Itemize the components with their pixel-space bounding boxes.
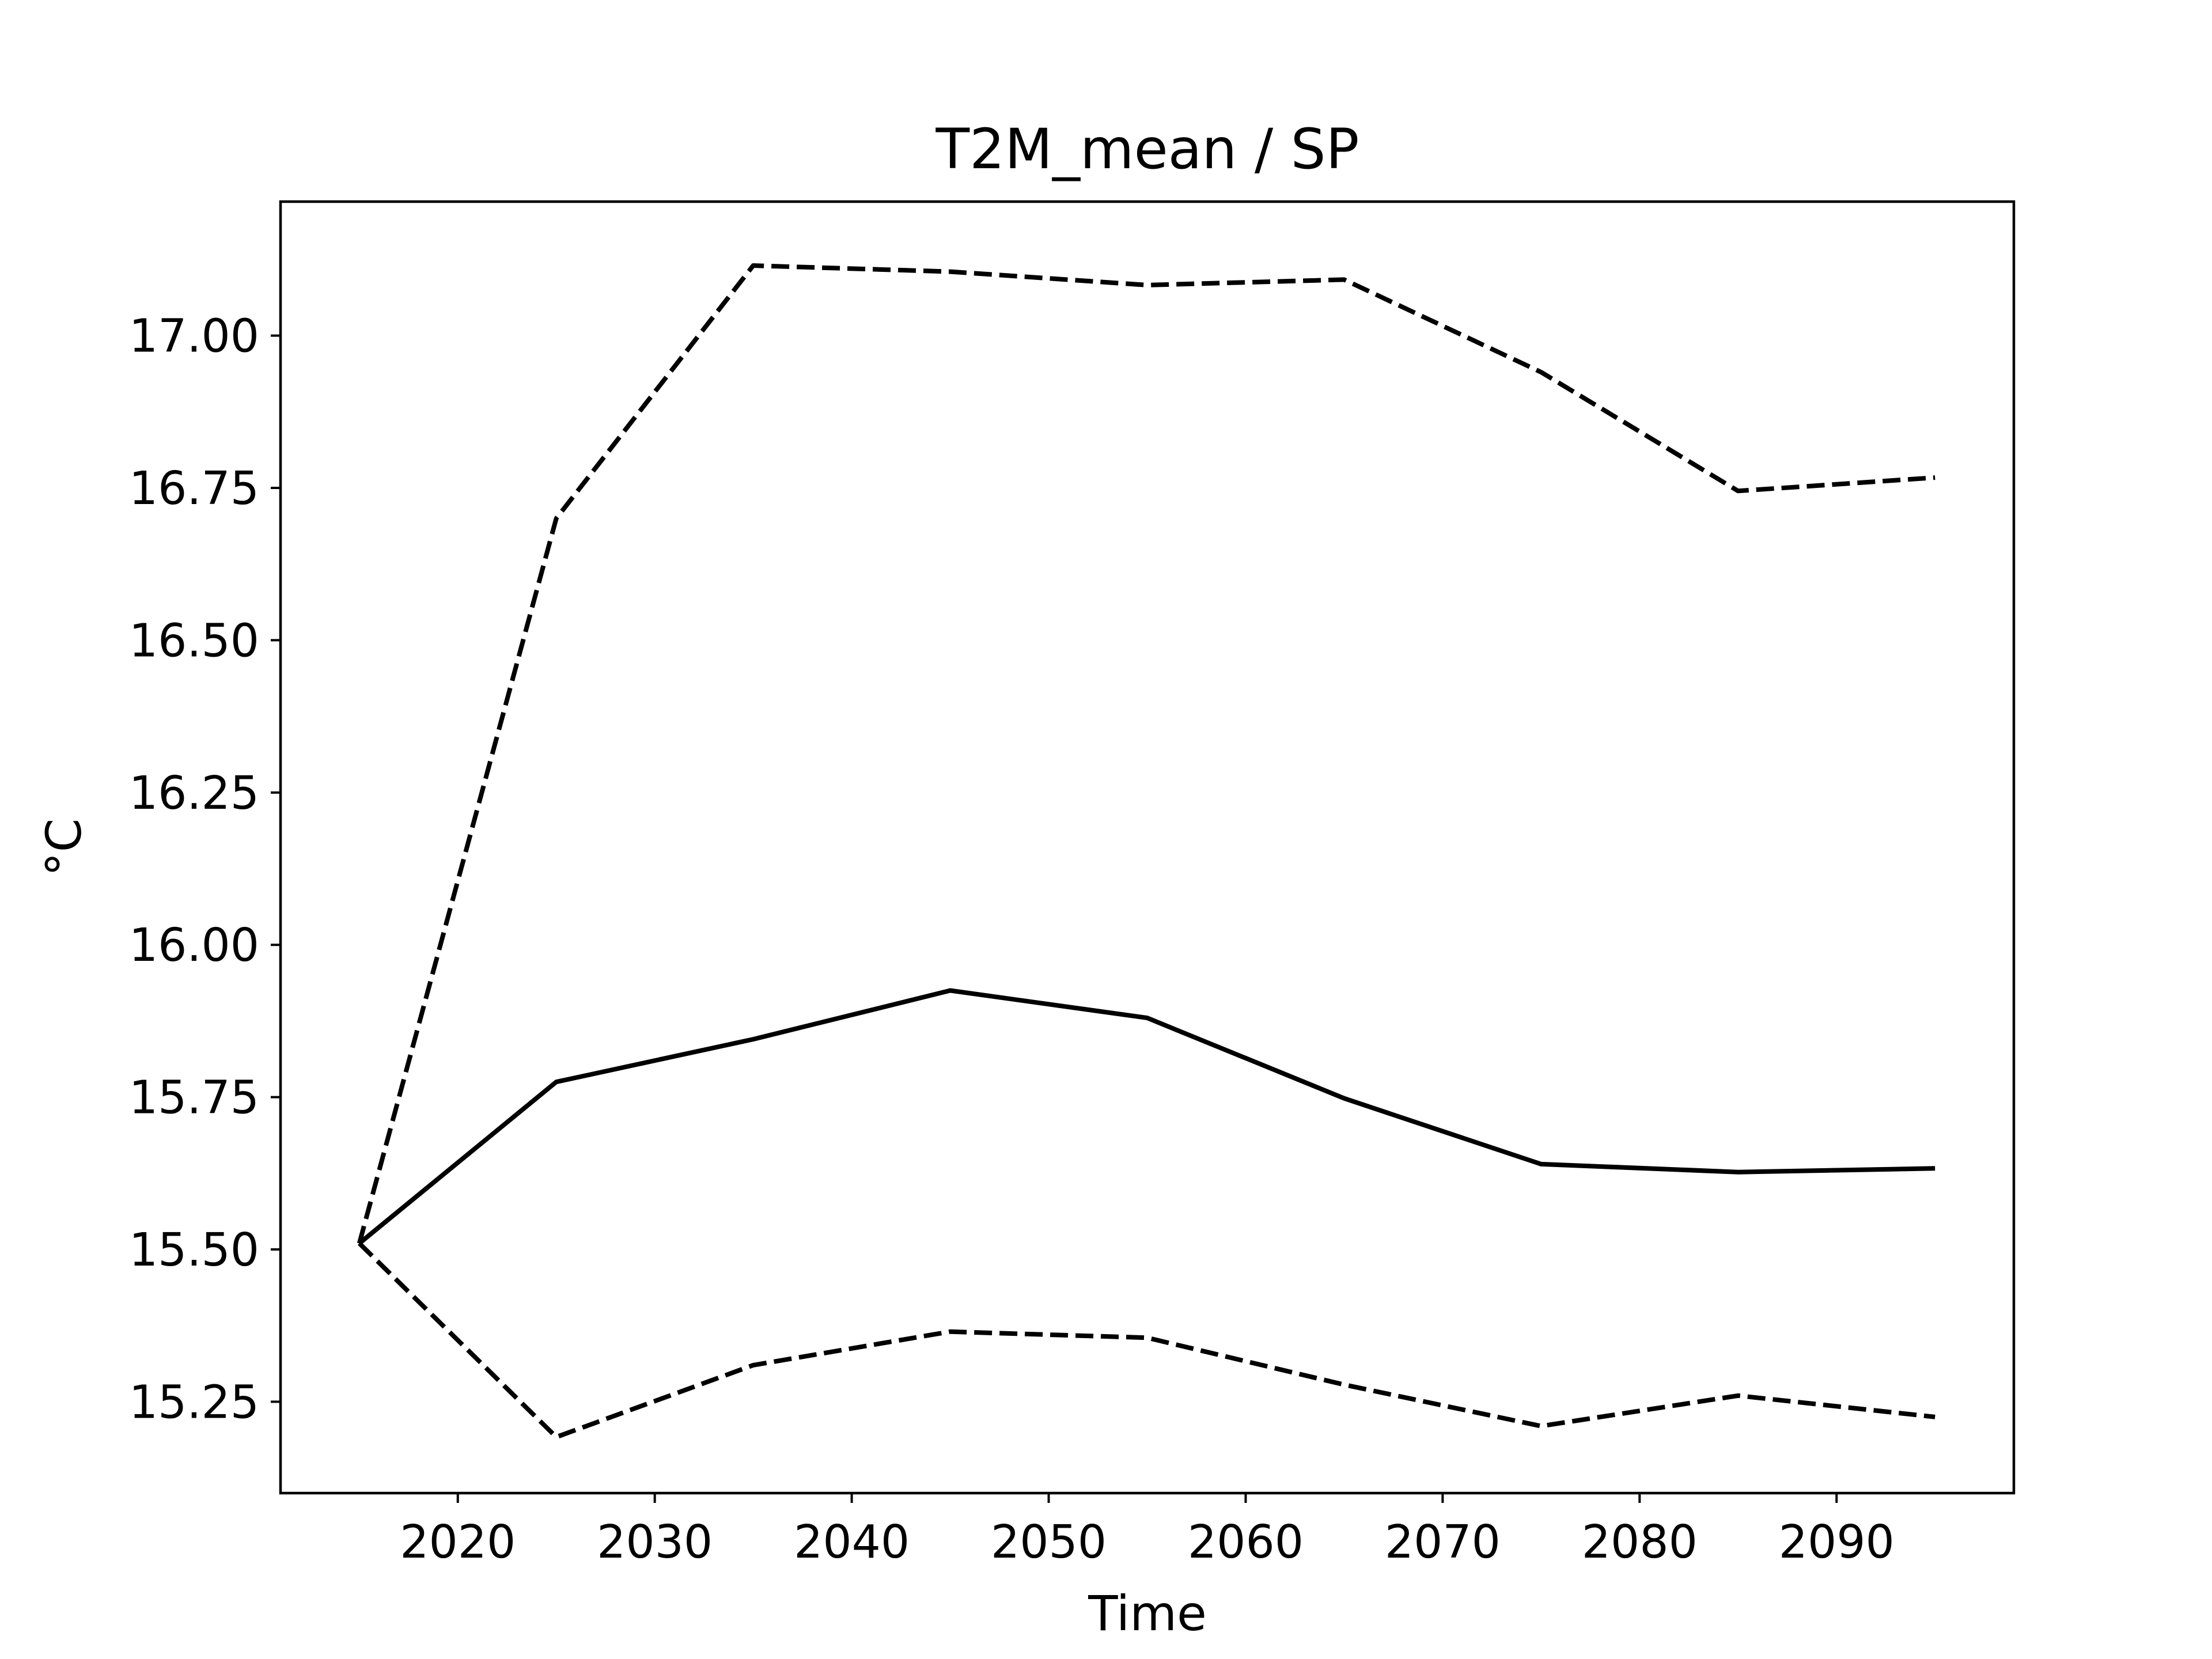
x-tick-label: 2060 (1188, 1516, 1304, 1569)
x-tick-label: 2050 (991, 1516, 1107, 1569)
x-tick-label: 2070 (1385, 1516, 1501, 1569)
solid-series-line-0 (358, 988, 1936, 1245)
dashed-series-line-2 (357, 1241, 1936, 1440)
y-tick-label: 16.00 (129, 919, 259, 972)
y-tick-label: 15.75 (129, 1071, 259, 1124)
ticks-layer: 2020 2030 2040 2050 2060 2070 2080 2090 15.25 15.… (129, 310, 1895, 1569)
y-tick-label: 16.25 (129, 767, 259, 820)
y-axis-label: °C (36, 819, 92, 877)
y-tick-label: 15.25 (129, 1376, 259, 1429)
x-tick-label: 2080 (1582, 1516, 1698, 1569)
y-tick-label: 17.00 (129, 310, 259, 363)
x-tick-label: 2090 (1779, 1516, 1895, 1569)
y-tick-label: 15.50 (129, 1224, 259, 1277)
x-tick-label: 2030 (597, 1516, 713, 1569)
x-axis-label: Time (1088, 1585, 1207, 1642)
chart-title: T2M_mean / SP (935, 117, 1359, 181)
x-tick-label: 2040 (794, 1516, 910, 1569)
plot-frame (279, 200, 2016, 1495)
y-tick-label: 16.50 (129, 614, 259, 667)
y-tick-label: 16.75 (129, 462, 259, 515)
series-layer (357, 263, 1936, 1440)
x-tick-label: 2020 (400, 1516, 516, 1569)
dashed-series-line-1 (357, 263, 1936, 1244)
